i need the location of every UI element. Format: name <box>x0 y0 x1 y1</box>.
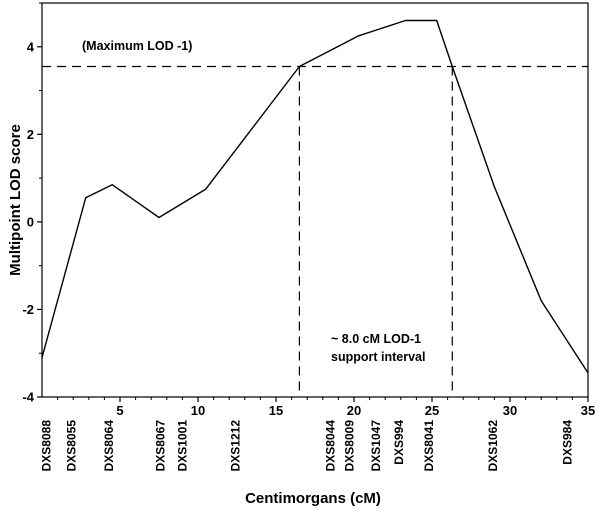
marker-label: DXS1001 <box>175 420 189 472</box>
x-tick-label: 30 <box>503 403 517 418</box>
plot-frame <box>41 2 589 398</box>
marker-label: DXS1062 <box>486 420 500 472</box>
max-lod-minus-1-label: (Maximum LOD -1) <box>82 39 192 53</box>
y-tick-label: 4 <box>27 39 35 54</box>
marker-label: DXS8055 <box>65 420 79 472</box>
marker-label: DXS1212 <box>228 420 242 472</box>
y-tick-label: 0 <box>27 214 34 229</box>
marker-label: DXS8088 <box>40 420 54 472</box>
marker-label: DXS8009 <box>342 420 356 472</box>
marker-label: DXS8044 <box>324 420 338 472</box>
y-tick-label: -2 <box>22 302 34 317</box>
marker-label: DXS8064 <box>102 420 116 472</box>
marker-label: DXS994 <box>392 420 406 465</box>
marker-label: DXS8067 <box>154 420 168 472</box>
y-tick-label: 2 <box>27 127 34 142</box>
support-interval-label-line1: ~ 8.0 cM LOD-1 <box>331 332 421 346</box>
x-tick-label: 25 <box>425 403 439 418</box>
x-tick-label: 15 <box>269 403 283 418</box>
support-interval-label-line2: support interval <box>331 350 425 364</box>
x-tick-label: 5 <box>116 403 123 418</box>
x-tick-label: 20 <box>347 403 361 418</box>
marker-label: DXS984 <box>561 420 575 465</box>
x-tick-label: 10 <box>191 403 205 418</box>
lod-curve <box>41 19 589 374</box>
y-tick-label: -4 <box>22 390 34 405</box>
marker-label: DXS1047 <box>369 420 383 472</box>
x-tick-label: 35 <box>581 403 595 418</box>
y-axis-title: Multipoint LOD score <box>7 124 24 276</box>
marker-label: DXS8041 <box>422 420 436 472</box>
x-axis-title: Centimorgans (cM) <box>245 490 381 507</box>
